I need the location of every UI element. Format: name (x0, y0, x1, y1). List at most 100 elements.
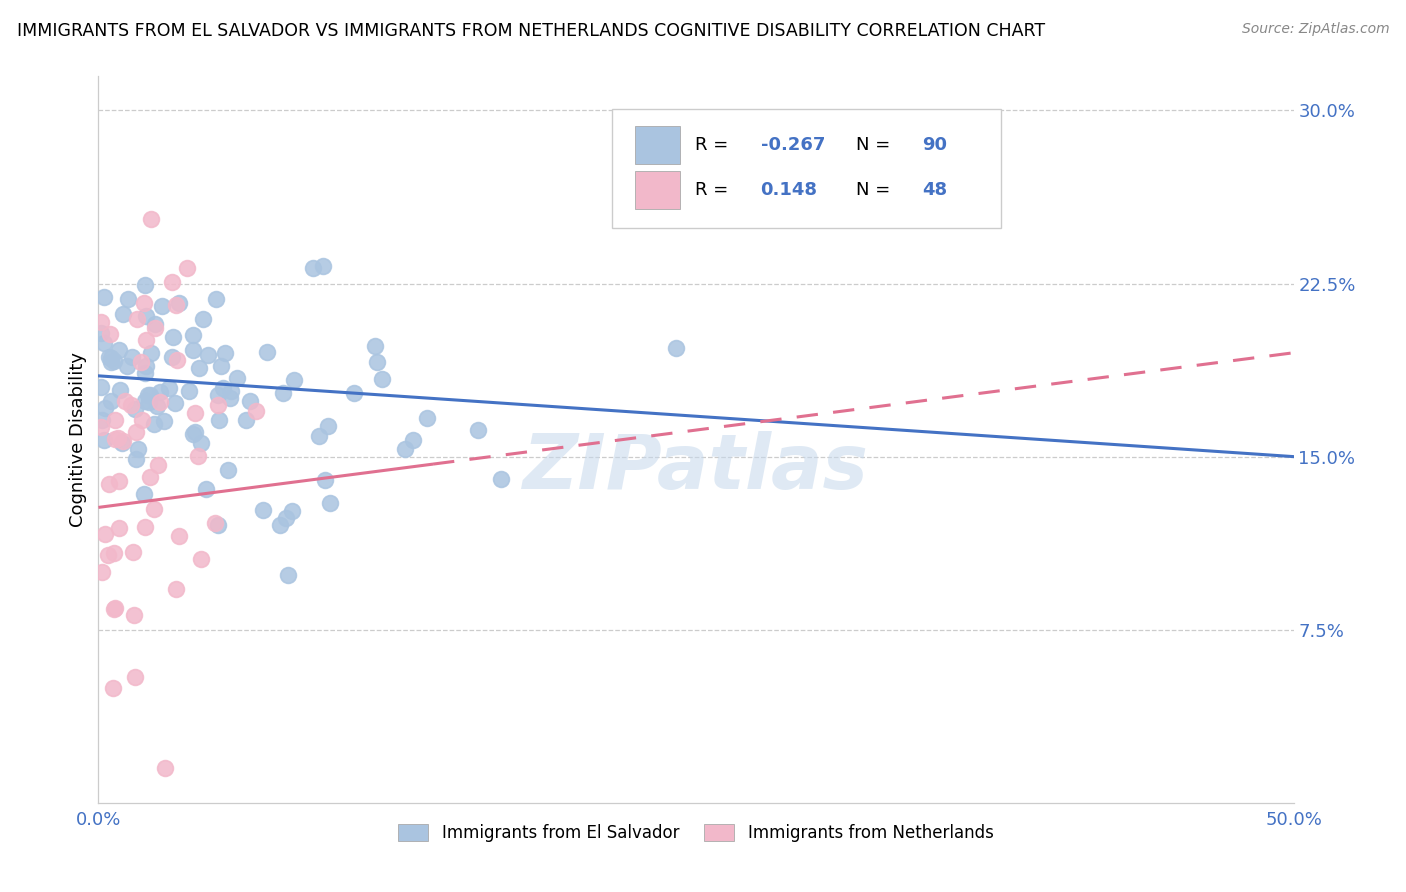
Point (103, 353, 125, 368)
Point (204, 516, 226, 530)
Point (134, 296, 156, 310)
Text: N =: N = (856, 136, 896, 154)
Text: R =: R = (695, 136, 734, 154)
Point (302, 260, 325, 275)
Point (145, 317, 167, 331)
Point (122, 608, 145, 623)
Point (107, 431, 129, 445)
Point (90, 380, 112, 394)
Point (416, 410, 439, 425)
Point (225, 371, 247, 385)
Point (179, 384, 201, 398)
FancyBboxPatch shape (613, 109, 1001, 228)
Point (153, 761, 176, 775)
Point (235, 413, 257, 427)
Point (90, 326, 112, 341)
Y-axis label: Cognitive Disability: Cognitive Disability (69, 351, 87, 527)
Legend: Immigrants from El Salvador, Immigrants from Netherlands: Immigrants from El Salvador, Immigrants … (392, 817, 1000, 849)
Point (160, 350, 183, 364)
Point (402, 434, 425, 448)
Text: ZIPatlas: ZIPatlas (523, 432, 869, 506)
Point (149, 395, 172, 409)
Point (97, 477, 120, 491)
Point (134, 393, 156, 408)
Point (167, 529, 190, 543)
Point (131, 413, 153, 427)
Point (269, 518, 291, 533)
Point (176, 261, 198, 276)
Point (117, 292, 139, 306)
Point (90, 420, 112, 434)
Point (165, 396, 187, 410)
Point (271, 385, 294, 400)
Point (98, 326, 121, 341)
Point (138, 395, 160, 409)
Point (283, 373, 305, 387)
Point (134, 278, 156, 293)
Point (104, 432, 127, 446)
Point (90, 413, 112, 427)
Point (103, 413, 125, 427)
Point (103, 545, 125, 559)
Point (143, 417, 166, 431)
Point (366, 355, 388, 369)
Point (318, 419, 340, 434)
Point (98, 350, 121, 364)
Point (184, 425, 207, 439)
Point (136, 388, 159, 402)
Point (197, 349, 219, 363)
Point (127, 442, 149, 457)
Point (312, 259, 335, 273)
Point (141, 345, 163, 359)
Point (219, 391, 242, 405)
Point (145, 399, 167, 413)
Point (181, 328, 204, 343)
Point (314, 473, 336, 487)
Point (112, 434, 135, 449)
Point (100, 355, 122, 369)
Point (212, 381, 235, 395)
Point (94, 526, 117, 541)
Point (209, 359, 232, 374)
Point (319, 496, 342, 510)
Point (162, 329, 184, 343)
Point (103, 601, 125, 615)
Point (124, 402, 146, 417)
Point (183, 406, 205, 420)
Point (491, 472, 513, 486)
Point (190, 551, 212, 566)
Point (148, 458, 170, 473)
Point (207, 398, 229, 412)
Point (252, 502, 274, 516)
Point (239, 394, 262, 409)
Point (167, 295, 190, 310)
Point (191, 311, 214, 326)
Point (108, 521, 131, 535)
Point (97, 549, 120, 563)
Point (107, 474, 129, 488)
Point (104, 601, 127, 615)
Point (93, 336, 115, 351)
Point (207, 388, 229, 402)
Point (111, 307, 134, 321)
Point (308, 428, 330, 442)
Point (370, 372, 392, 386)
Point (125, 425, 148, 439)
Point (134, 366, 156, 380)
Text: IMMIGRANTS FROM EL SALVADOR VS IMMIGRANTS FROM NETHERLANDS COGNITIVE DISABILITY : IMMIGRANTS FROM EL SALVADOR VS IMMIGRANT… (17, 22, 1045, 40)
Text: -0.267: -0.267 (761, 136, 825, 154)
Point (221, 384, 243, 399)
Point (190, 436, 212, 450)
Point (245, 404, 267, 418)
Point (665, 341, 688, 355)
Point (125, 451, 148, 466)
Point (188, 360, 211, 375)
Text: Source: ZipAtlas.com: Source: ZipAtlas.com (1241, 22, 1389, 37)
Point (100, 351, 122, 365)
Point (150, 299, 173, 313)
Point (139, 388, 162, 402)
Point (165, 582, 187, 596)
Point (129, 355, 152, 369)
Point (142, 501, 165, 516)
Point (117, 359, 139, 373)
